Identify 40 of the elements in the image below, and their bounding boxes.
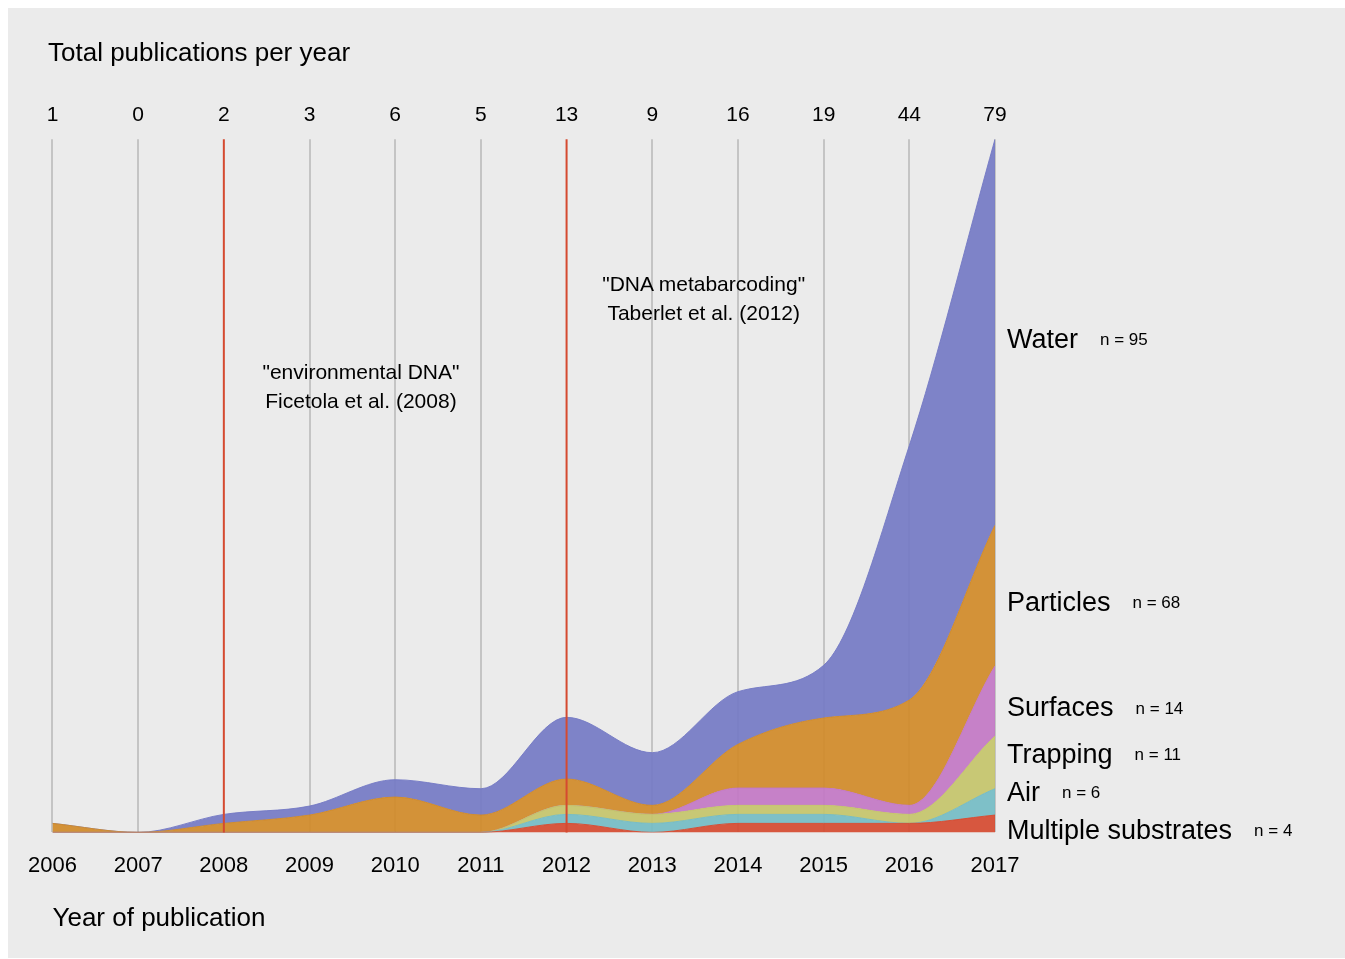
text: 79 xyxy=(983,102,1007,126)
text: 19 xyxy=(811,102,836,126)
x-tick-label: 2007 xyxy=(113,851,163,877)
text: 5 xyxy=(475,102,487,126)
text: n = 4 xyxy=(1254,821,1293,841)
text: n = 68 xyxy=(1132,593,1181,613)
text: 44 xyxy=(897,102,922,126)
x-tick-label: 2009 xyxy=(285,851,334,877)
series-label: Particles xyxy=(1007,587,1111,618)
x-tick-label: 2006 xyxy=(27,851,77,877)
x-tick-label: 2008 xyxy=(199,851,249,877)
x-tick-label: 2017 xyxy=(970,851,1020,877)
series-label: Multiple substrates xyxy=(1007,815,1233,846)
x-tick-label: 2011 xyxy=(457,851,505,877)
x-tick-label: 2016 xyxy=(884,851,934,877)
text: 2 xyxy=(218,102,230,126)
x-tick-label: 2015 xyxy=(799,851,849,877)
text: 13 xyxy=(554,102,579,126)
x-axis-title: Year of publication xyxy=(52,901,266,932)
text: 3 xyxy=(303,102,316,126)
text: n = 11 xyxy=(1134,745,1182,765)
chart-title: Total publications per year xyxy=(48,36,351,67)
x-tick-label: 2010 xyxy=(370,851,420,877)
series-label: Water xyxy=(1007,323,1079,354)
text: 1 xyxy=(46,102,59,126)
x-tick-label: 2013 xyxy=(627,851,677,877)
series-label: Surfaces xyxy=(1007,692,1114,723)
text: n = 14 xyxy=(1135,698,1184,718)
text: n = 6 xyxy=(1062,783,1101,803)
series-label: Trapping xyxy=(1007,739,1113,770)
text: 6 xyxy=(389,102,402,126)
x-tick-label: 2012 xyxy=(542,851,592,877)
series-label: Air xyxy=(1007,777,1041,808)
x-tick-label: 2014 xyxy=(713,851,763,877)
ref-line-label: "DNA metabarcoding" Taberlet et al. (2012) xyxy=(602,272,806,325)
text: 16 xyxy=(726,102,750,126)
text: 9 xyxy=(646,102,659,126)
text: n = 95 xyxy=(1100,329,1148,349)
text: 0 xyxy=(132,102,144,126)
ref-line-label: "environmental DNA" Ficetola et al. (2008) xyxy=(262,360,460,413)
